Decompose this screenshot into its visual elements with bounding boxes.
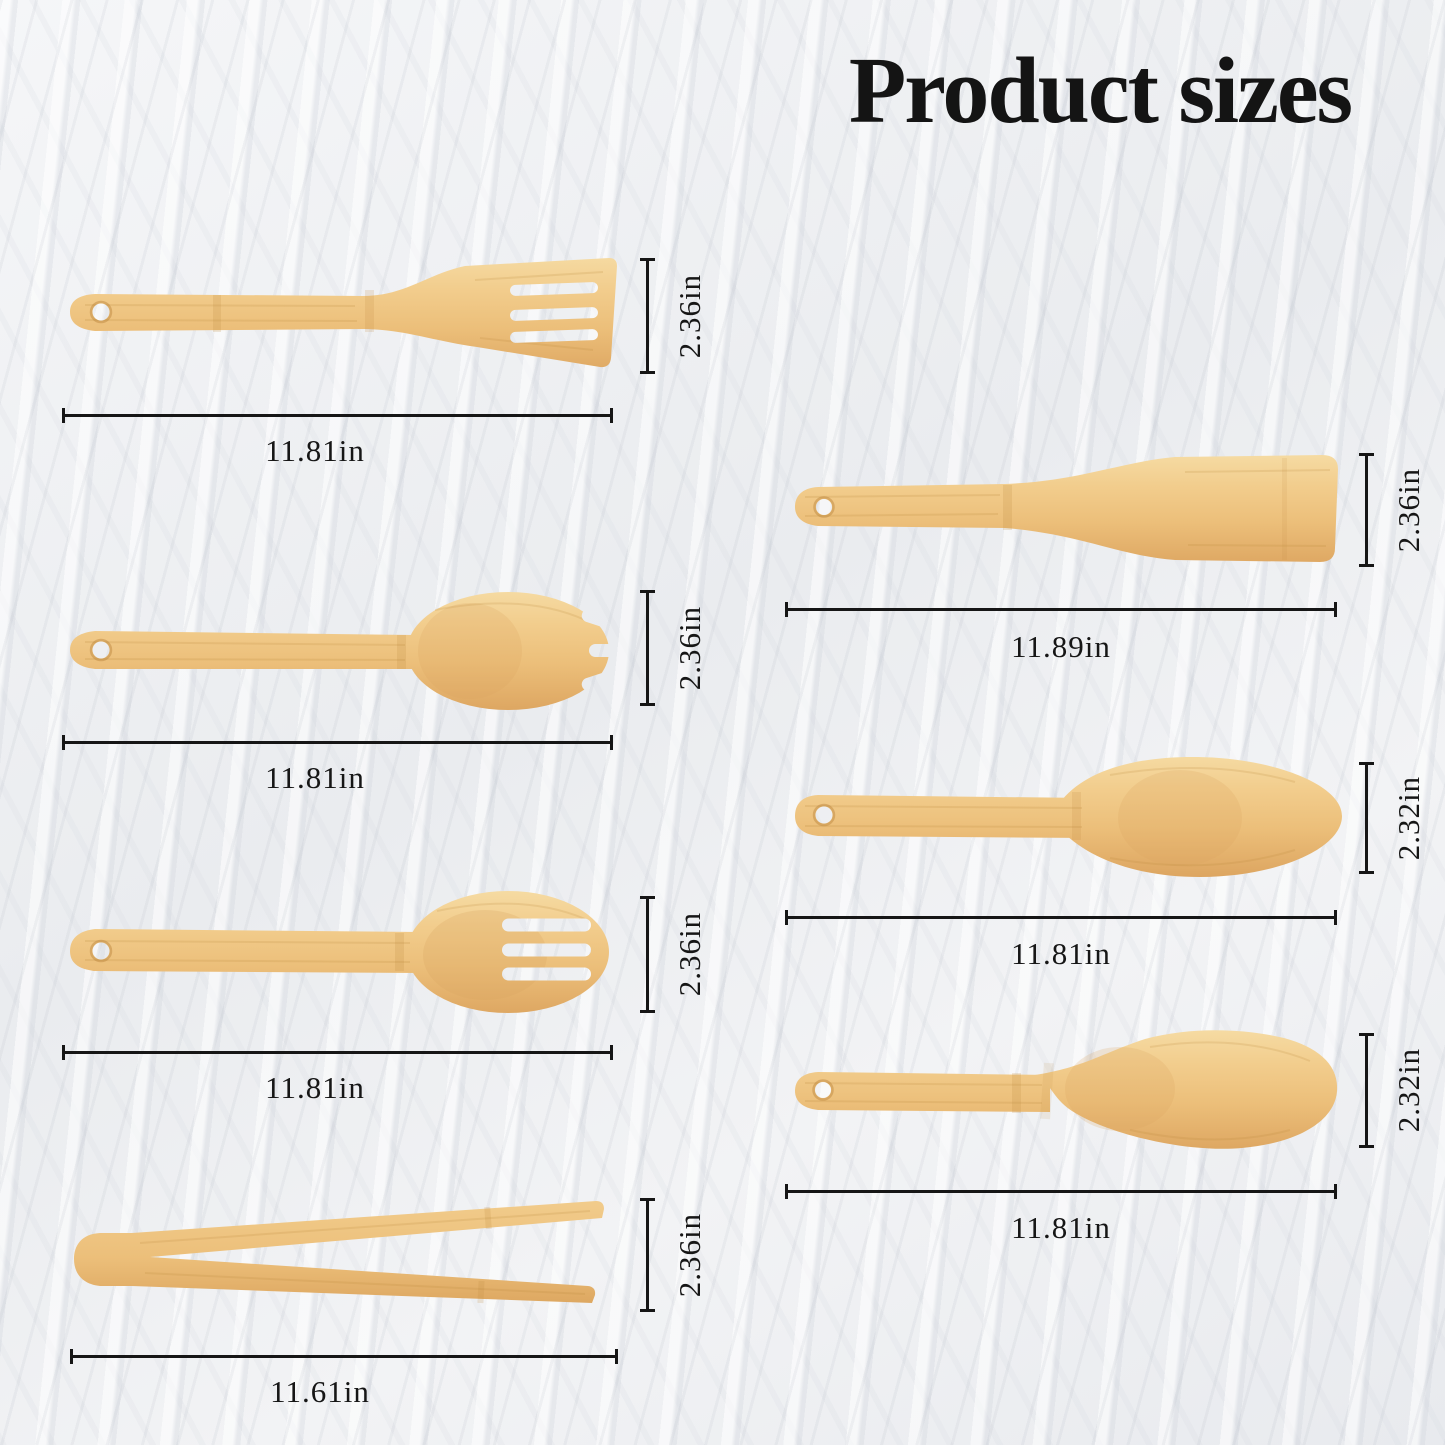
slotted-turner-image [70,258,617,368]
round-spoon-width-dimension-line [1359,762,1374,874]
pointed-spoon-width-dimension-line [1359,1033,1374,1148]
flat-spatula-width-label: 2.36in [1391,467,1426,553]
tongs-width-label: 2.36in [672,1212,707,1298]
fork-spoon-image [70,592,609,710]
pointed-spoon-image [795,1030,1338,1149]
pointed-spoon-width-label: 2.32in [1391,1047,1426,1133]
flat-spatula-length-label: 11.89in [1011,629,1111,664]
round-spoon-length-dimension-line [785,910,1337,925]
round-spoon-image [795,756,1342,877]
round-spoon-width-label: 2.32in [1391,775,1426,861]
flat-spatula-length-dimension-line [785,602,1337,617]
pointed-spoon-length-label: 11.81in [1011,1210,1111,1245]
slotted-spoon-image [70,891,609,1013]
fork-spoon-length-label: 11.81in [265,760,365,795]
slotted-turner-length-dimension-line [62,408,613,423]
flat-spatula-image [795,455,1338,562]
tongs-image [74,1201,604,1304]
page-title: Product sizes [848,39,1353,143]
tongs-length-dimension-line [70,1349,618,1364]
slotted-turner-length-label: 11.81in [265,433,365,468]
tongs-width-dimension-line [640,1198,655,1312]
pointed-spoon-length-dimension-line [785,1184,1337,1199]
slotted-turner-width-dimension-line [640,258,655,374]
slotted-spoon-width-dimension-line [640,896,655,1013]
tongs-length-label: 11.61in [270,1374,370,1409]
fork-spoon-width-dimension-line [640,590,655,706]
flat-spatula-width-dimension-line [1359,453,1374,567]
slotted-spoon-length-dimension-line [62,1045,613,1060]
fork-spoon-length-dimension-line [62,735,613,750]
slotted-spoon-width-label: 2.36in [672,911,707,997]
round-spoon-length-label: 11.81in [1011,936,1111,971]
fork-spoon-width-label: 2.36in [672,605,707,691]
slotted-spoon-length-label: 11.81in [265,1070,365,1105]
slotted-turner-width-label: 2.36in [672,273,707,359]
